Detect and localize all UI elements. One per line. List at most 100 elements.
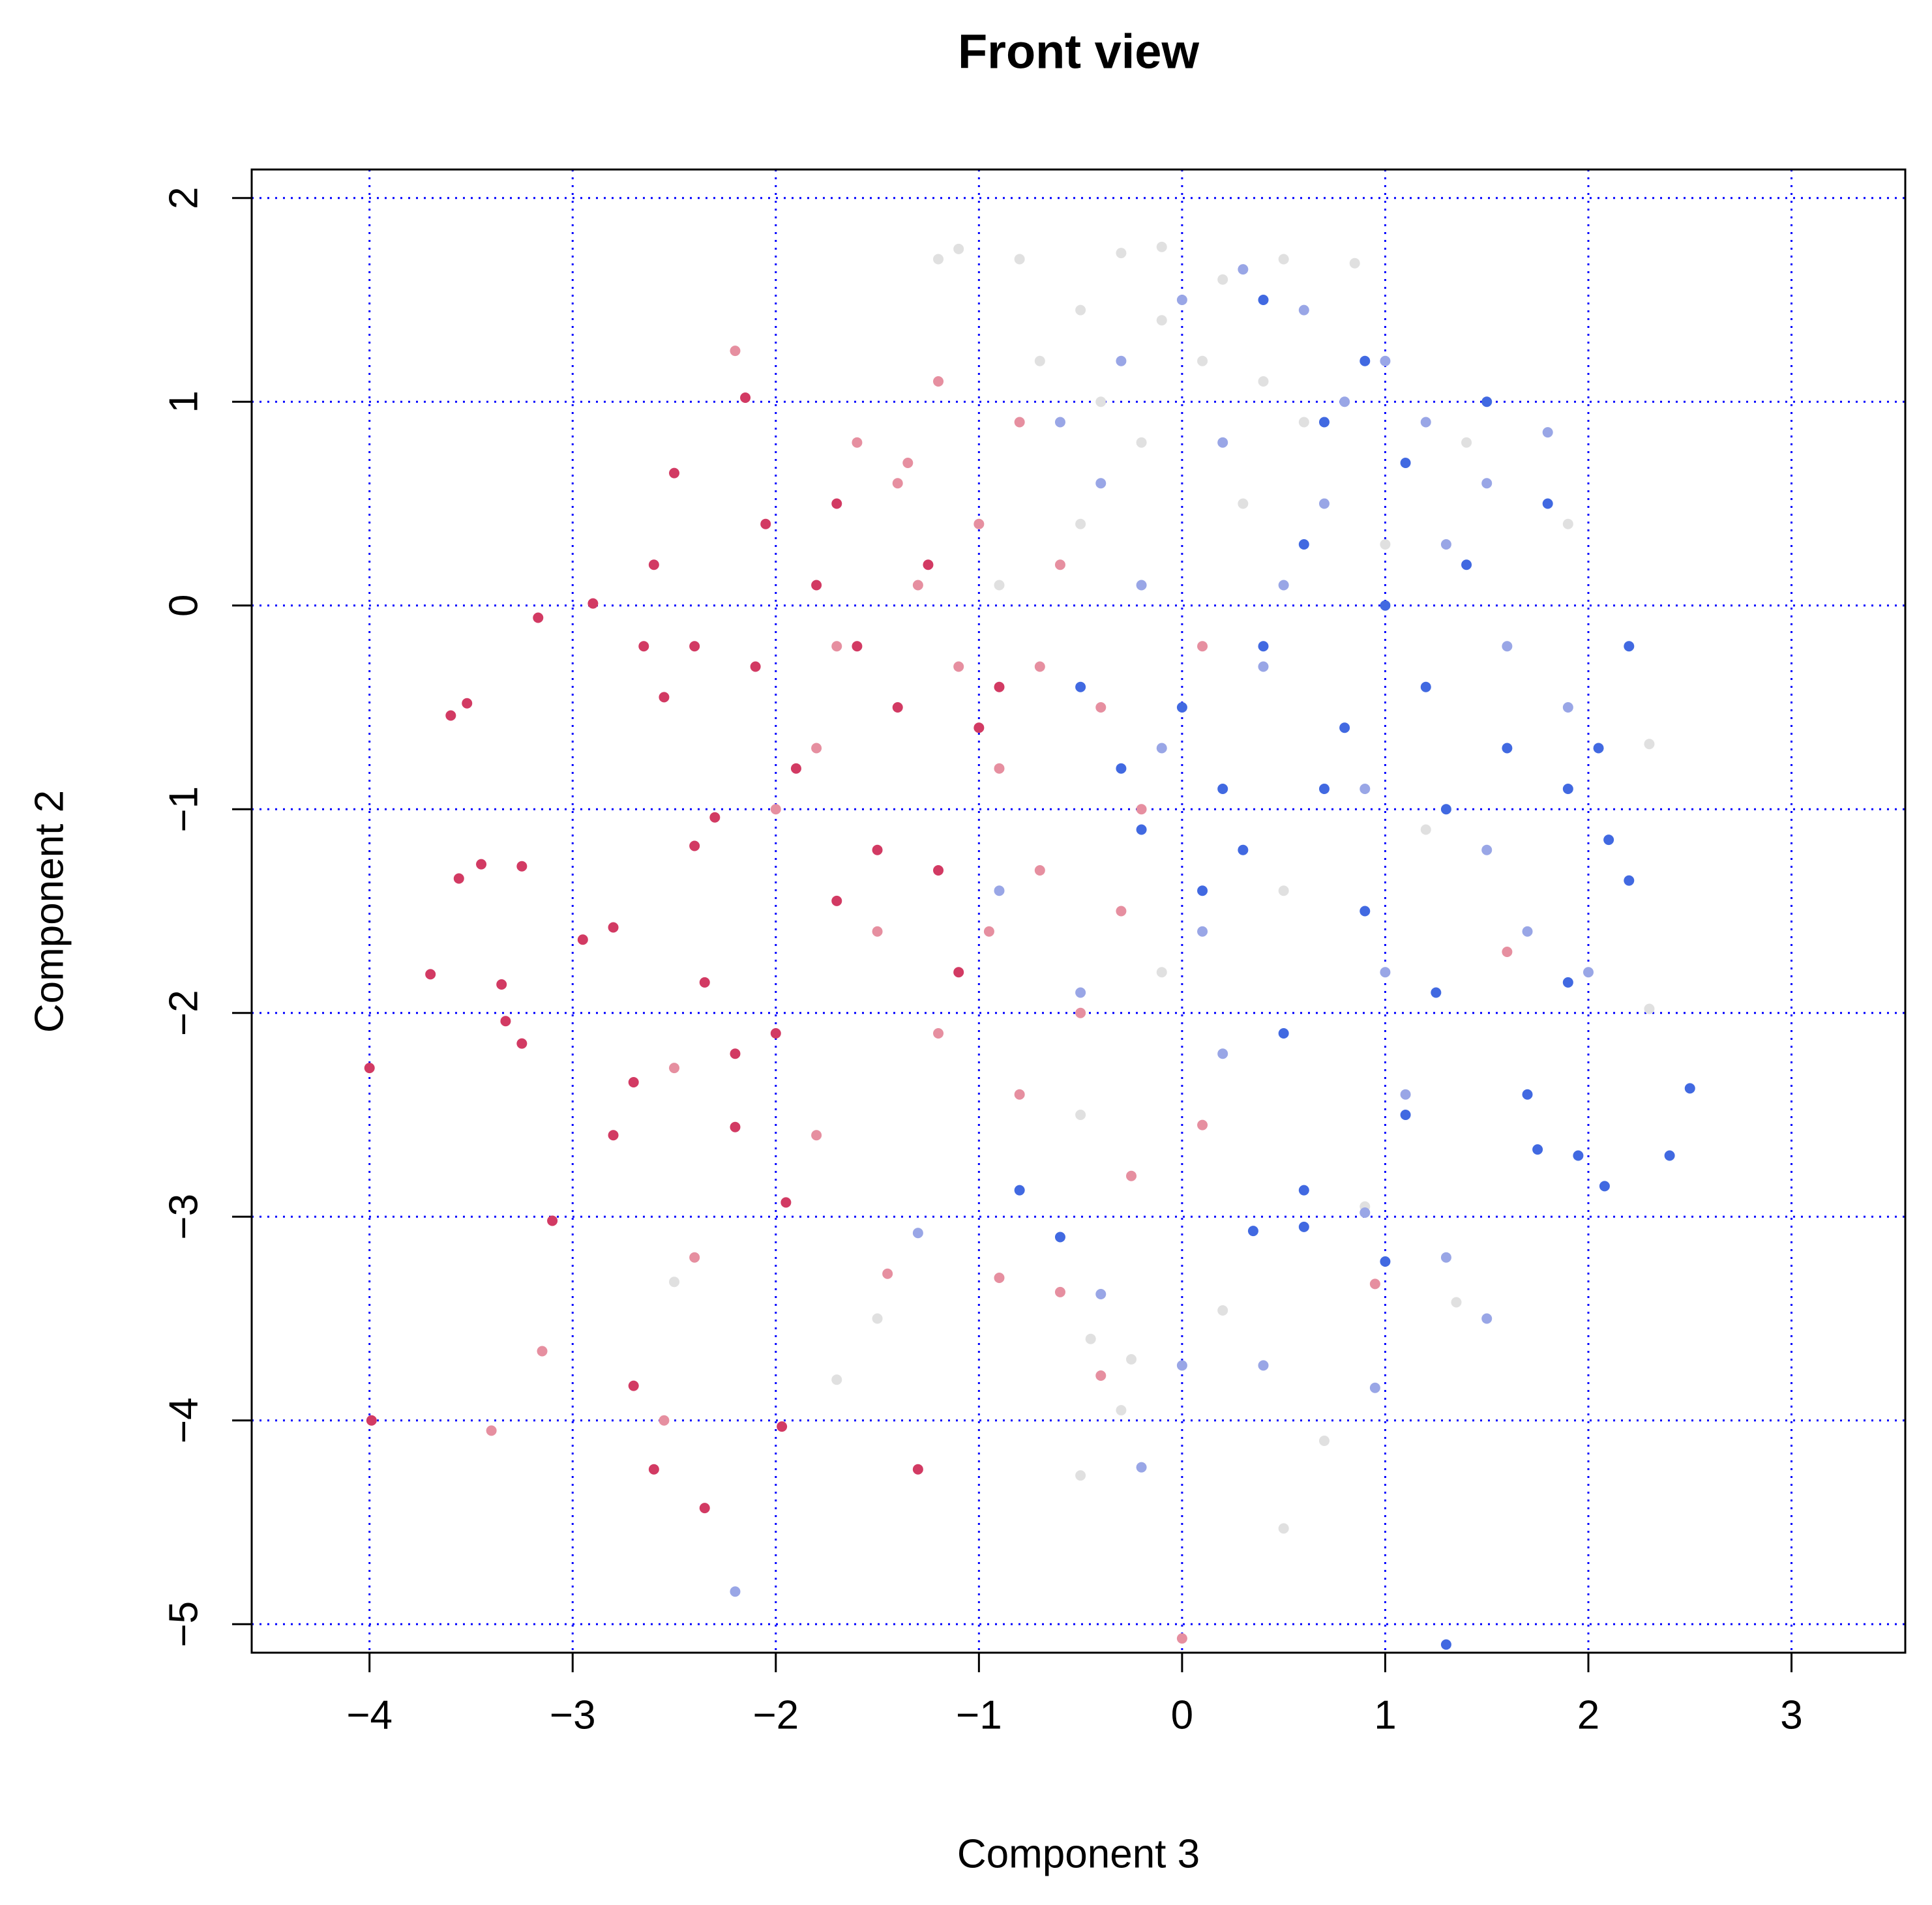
point xyxy=(831,641,842,652)
point xyxy=(1624,875,1635,886)
point xyxy=(453,873,464,884)
point xyxy=(994,681,1005,692)
x-axis-label: Component 3 xyxy=(957,1831,1200,1876)
point xyxy=(1562,977,1573,988)
point xyxy=(608,1130,619,1141)
point xyxy=(730,1121,741,1132)
point xyxy=(912,580,923,591)
point xyxy=(1481,844,1493,855)
point xyxy=(1400,1110,1411,1120)
point xyxy=(933,1028,944,1039)
point xyxy=(1095,478,1107,489)
point xyxy=(1339,396,1350,407)
point xyxy=(1481,478,1493,489)
point xyxy=(1481,1313,1493,1324)
point xyxy=(1624,641,1635,652)
point xyxy=(659,1415,670,1426)
point xyxy=(1278,254,1289,265)
point xyxy=(648,1464,659,1475)
point xyxy=(750,661,761,672)
point xyxy=(912,1228,923,1239)
point xyxy=(1664,1150,1675,1161)
point xyxy=(831,895,842,906)
point xyxy=(1380,1256,1391,1267)
point xyxy=(1431,987,1442,998)
point xyxy=(1136,437,1147,448)
point xyxy=(1075,304,1086,316)
point xyxy=(1075,1007,1086,1018)
y-tick-label: 2 xyxy=(161,187,206,209)
point xyxy=(1238,844,1249,855)
x-tick-label: −4 xyxy=(346,1692,393,1737)
point xyxy=(1502,947,1513,957)
point xyxy=(1217,1305,1228,1316)
point xyxy=(953,661,964,672)
point xyxy=(953,967,964,978)
point xyxy=(730,1048,741,1059)
point xyxy=(1126,1354,1137,1365)
point xyxy=(1014,1089,1025,1100)
point xyxy=(1369,1278,1380,1290)
point xyxy=(500,1016,511,1027)
point xyxy=(476,859,487,870)
point xyxy=(425,969,436,980)
point xyxy=(486,1425,497,1436)
point xyxy=(1542,498,1553,509)
point xyxy=(1176,702,1187,713)
x-tick-label: −2 xyxy=(752,1692,799,1737)
point xyxy=(1562,518,1573,529)
point xyxy=(1075,1110,1086,1120)
x-tick-label: −1 xyxy=(956,1692,1002,1737)
point xyxy=(1075,518,1086,529)
point xyxy=(1116,1405,1127,1416)
point xyxy=(923,559,934,570)
point xyxy=(994,580,1005,591)
point xyxy=(983,926,994,937)
point xyxy=(1238,498,1249,509)
point xyxy=(740,392,751,403)
point xyxy=(831,1374,842,1385)
point xyxy=(777,1421,788,1432)
point xyxy=(689,840,700,851)
point xyxy=(364,1063,375,1074)
point xyxy=(1014,254,1025,265)
point xyxy=(1095,396,1107,407)
y-tick-label: −5 xyxy=(161,1601,206,1647)
point xyxy=(1156,315,1167,326)
point xyxy=(1380,967,1391,978)
point xyxy=(1339,722,1350,733)
point xyxy=(1440,804,1451,815)
point xyxy=(1440,1639,1451,1650)
plot-frame xyxy=(250,168,1907,1654)
point xyxy=(1217,784,1228,794)
x-tick-label: 3 xyxy=(1780,1692,1802,1737)
point xyxy=(1298,1185,1309,1196)
point xyxy=(1238,264,1249,275)
point xyxy=(973,518,985,529)
point xyxy=(1360,1207,1371,1218)
point xyxy=(1298,539,1309,550)
point xyxy=(1593,743,1604,754)
point xyxy=(760,518,771,529)
point xyxy=(912,1464,923,1475)
point xyxy=(1116,763,1127,774)
point xyxy=(1054,1286,1065,1297)
x-tick-label: −3 xyxy=(550,1692,596,1737)
point xyxy=(770,1028,781,1039)
point xyxy=(1542,427,1553,438)
point xyxy=(1420,681,1431,692)
y-tick-label: −3 xyxy=(161,1194,206,1240)
point xyxy=(669,1277,680,1288)
point xyxy=(1684,1083,1695,1094)
point xyxy=(1400,1089,1411,1100)
point xyxy=(811,743,822,754)
point xyxy=(1298,1221,1309,1232)
point xyxy=(1156,967,1167,978)
point xyxy=(445,710,456,721)
point xyxy=(933,376,944,387)
point xyxy=(1054,417,1065,428)
point xyxy=(1360,355,1371,366)
point xyxy=(1258,295,1269,305)
y-tick-label: −4 xyxy=(161,1397,206,1443)
point xyxy=(994,763,1005,774)
